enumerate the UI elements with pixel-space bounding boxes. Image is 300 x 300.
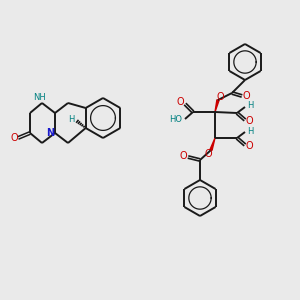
Text: HO: HO bbox=[169, 115, 182, 124]
Text: O: O bbox=[176, 97, 184, 107]
Text: O: O bbox=[245, 116, 253, 126]
Text: O: O bbox=[242, 91, 250, 101]
Text: H: H bbox=[247, 127, 253, 136]
Text: O: O bbox=[245, 141, 253, 151]
Text: N: N bbox=[46, 128, 54, 138]
Text: H: H bbox=[68, 115, 75, 124]
Text: O: O bbox=[204, 149, 212, 159]
Polygon shape bbox=[210, 138, 215, 150]
Text: O: O bbox=[10, 133, 18, 143]
Text: NH: NH bbox=[34, 94, 46, 103]
Text: O: O bbox=[216, 92, 224, 102]
Text: H: H bbox=[247, 101, 253, 110]
Text: O: O bbox=[179, 151, 187, 161]
Polygon shape bbox=[215, 100, 219, 112]
